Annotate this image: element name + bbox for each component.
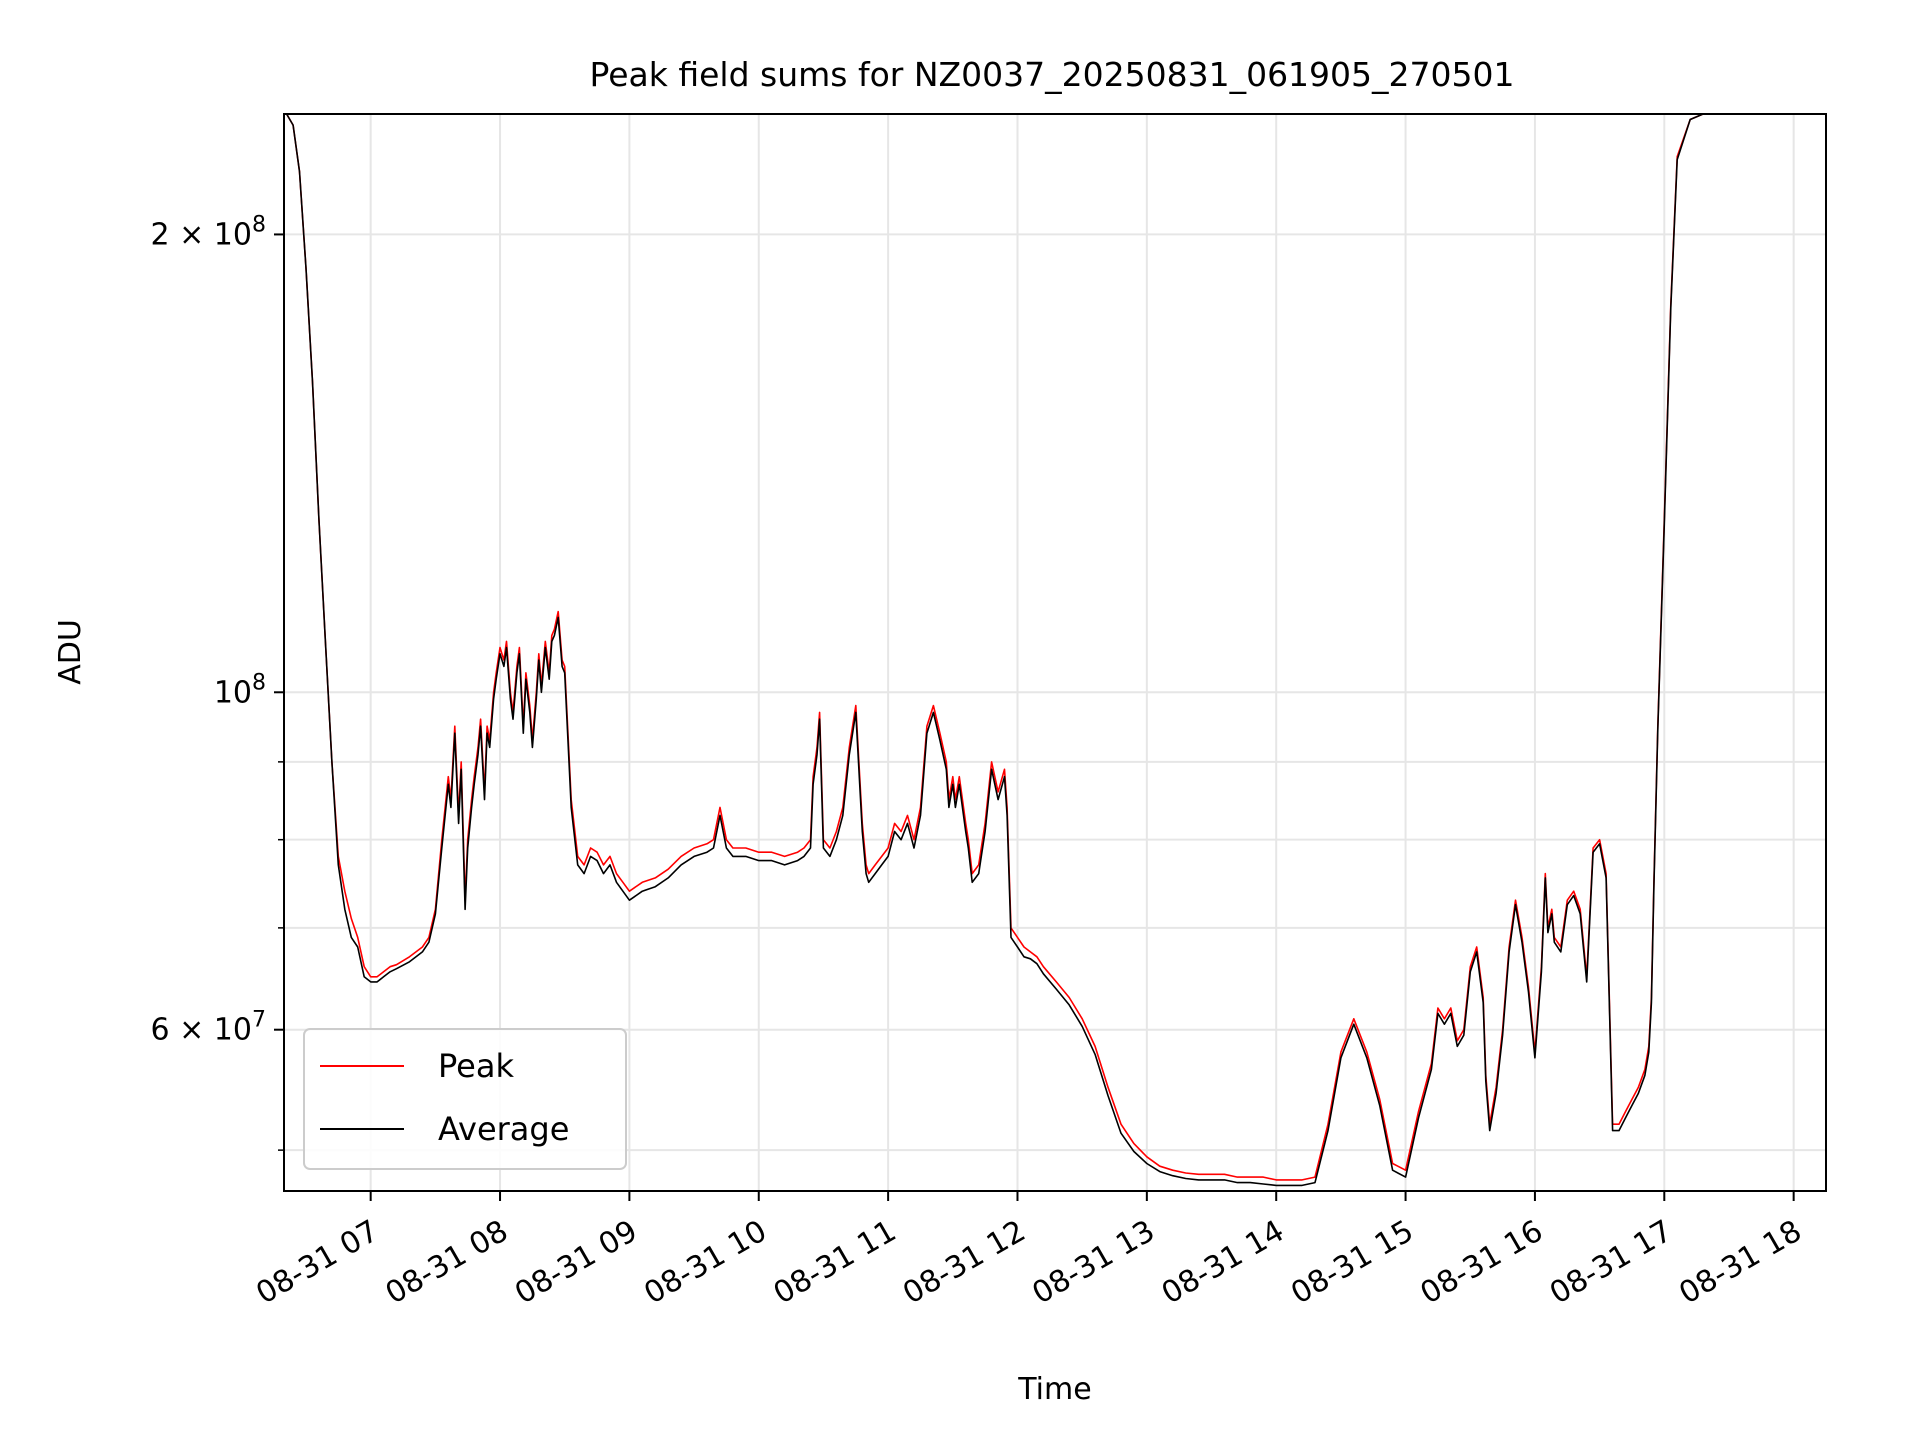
x-axis-label: Time [1017,1372,1091,1407]
y-tick-label: 108 [214,670,266,710]
legend-label-average: Average [438,1110,569,1148]
plot-area [284,114,1716,1187]
legend-label-peak: Peak [438,1047,514,1085]
legend: Peak Average [303,1028,627,1170]
y-axis: 6 × 107 108 2 × 108 [151,212,284,1151]
plot-frame [283,113,1827,1192]
grid [284,114,1826,1191]
legend-box [303,1028,627,1170]
y-tick-label: 2 × 108 [151,212,266,252]
y-axis-label: ADU [53,619,88,685]
y-tick-label: 6 × 107 [151,1008,266,1048]
series-line-average [284,114,1716,1187]
chart-title: Peak field sums for NZ0037_20250831_0619… [589,55,1514,94]
